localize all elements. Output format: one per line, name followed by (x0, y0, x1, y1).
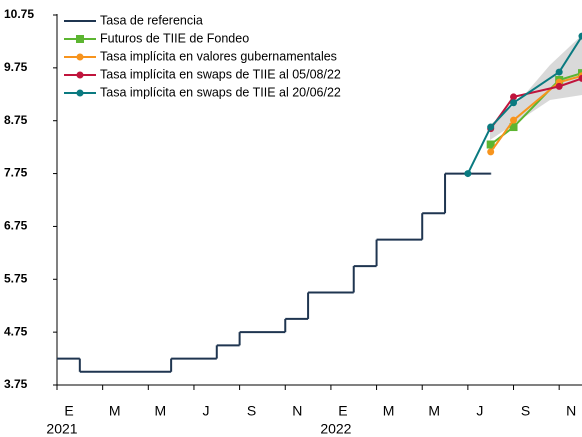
point (578, 74, 582, 82)
point (509, 123, 518, 132)
y-tick-label: 6.75 (4, 219, 28, 233)
x-tick-label: S (521, 403, 530, 419)
x-tick-label: E (338, 403, 347, 419)
legend-label: Futuros de TIIE de Fondeo (100, 31, 249, 45)
point (486, 140, 495, 149)
x-tick-label: M (383, 403, 395, 419)
point (555, 68, 563, 76)
y-tick-label: 7.75 (4, 166, 28, 180)
x-tick-label: M (428, 403, 440, 419)
series-line (489, 74, 582, 153)
point (510, 116, 518, 124)
legend-marker (76, 89, 84, 97)
point (510, 93, 518, 101)
point (510, 99, 518, 107)
point (487, 148, 495, 156)
y-tick-label: 8.75 (4, 113, 28, 127)
x-tick-label: S (247, 403, 256, 419)
x-tick-label: M (109, 403, 121, 419)
point (464, 170, 472, 178)
x-year-label: 2022 (320, 421, 351, 437)
legend-label: Tasa implícita en valores gubernamentale… (100, 49, 337, 63)
x-year-label: 2021 (46, 421, 77, 437)
x-tick-label: J (476, 403, 483, 419)
legend-marker (76, 35, 84, 43)
y-tick-label: 3.75 (4, 377, 28, 391)
x-tick-label: E (64, 403, 73, 419)
legend-marker (76, 71, 84, 79)
legend-label: Tasa implícita en swaps de TIIE al 20/06… (100, 85, 341, 99)
point (578, 32, 582, 40)
legend-label: Tasa implícita en swaps de TIIE al 05/08… (100, 67, 341, 81)
legend-label: Tasa de referencia (100, 13, 203, 27)
y-tick-label: 5.75 (4, 271, 28, 285)
point (555, 82, 563, 90)
x-tick-label: N (566, 403, 576, 419)
x-tick-label: M (154, 403, 166, 419)
y-tick-label: 10.75 (4, 7, 34, 21)
legend-marker (76, 53, 84, 61)
y-tick-label: 4.75 (4, 324, 28, 338)
x-tick-label: N (292, 403, 302, 419)
series-line (489, 77, 582, 130)
point (487, 123, 495, 131)
x-tick-label: J (202, 403, 209, 419)
y-tick-label: 9.75 (4, 60, 28, 74)
